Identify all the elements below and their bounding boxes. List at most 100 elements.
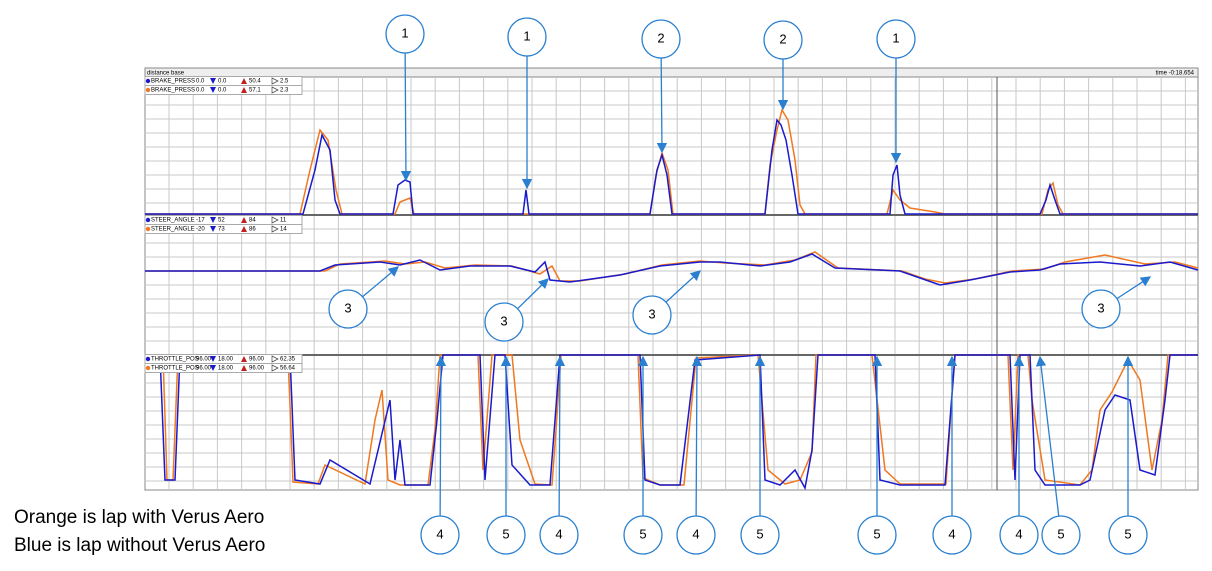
delta-icon xyxy=(271,86,279,94)
legend-value: -20 xyxy=(196,227,205,233)
legend-delta: 2.3 xyxy=(280,88,289,94)
callout-circle xyxy=(676,515,716,555)
callout-label: 5 xyxy=(1124,526,1131,541)
min-icon xyxy=(210,226,216,232)
legend-min: 73 xyxy=(218,227,225,233)
callout-label: 3 xyxy=(500,313,507,328)
callout-circle xyxy=(632,295,672,335)
callout-label: 2 xyxy=(657,30,664,45)
max-icon xyxy=(241,87,247,93)
legend-min: 0.0 xyxy=(218,79,227,85)
callout-arrow xyxy=(517,278,549,310)
callout-label: 5 xyxy=(873,526,880,541)
legend-name: STEER_ANGLE xyxy=(151,218,195,224)
delta-icon xyxy=(271,364,279,372)
throttle-trace-blue xyxy=(145,354,1198,491)
legend-value: 0.0 xyxy=(196,88,205,94)
legend-name: THROTTLE_POS xyxy=(151,357,199,363)
max-icon xyxy=(241,217,247,223)
callout-circle xyxy=(507,17,547,57)
callout-circle xyxy=(623,515,663,555)
callout-circle xyxy=(999,515,1039,555)
callout-arrow xyxy=(400,52,412,182)
callout-circle xyxy=(539,515,579,555)
callout-circle xyxy=(420,515,460,555)
callout-label: 3 xyxy=(344,300,351,315)
legend-min: 52 xyxy=(218,218,225,224)
callout-label: 4 xyxy=(436,526,443,541)
legend-min: 18.00 xyxy=(218,357,234,363)
callout-circle xyxy=(857,515,897,555)
throttle-trace-orange xyxy=(145,354,1198,486)
callout-circle xyxy=(740,515,780,555)
delta-icon xyxy=(271,355,279,363)
callout-arrow xyxy=(554,355,566,517)
callout-circle xyxy=(1108,515,1148,555)
callout-arrow xyxy=(1116,276,1152,300)
callout-circle xyxy=(1081,289,1121,329)
legend-name: THROTTLE_POS xyxy=(151,366,199,372)
callout-circle xyxy=(1041,515,1081,555)
legend-value: 96.00 xyxy=(196,357,212,363)
header-bar xyxy=(144,67,1199,78)
legend-dot xyxy=(145,87,151,93)
legend-name: STEER_ANGLE xyxy=(151,227,195,233)
legend-dot xyxy=(145,217,151,223)
legend-min: 18.00 xyxy=(218,366,234,372)
callout-label: 4 xyxy=(1015,526,1022,541)
min-icon xyxy=(210,217,216,223)
legend-name: BRAKE_PRESS xyxy=(151,79,195,85)
callout-circle xyxy=(328,289,368,329)
callout-circle xyxy=(641,19,681,59)
legend-max: 50.4 xyxy=(249,79,261,85)
legend-max: 57.1 xyxy=(249,88,261,94)
callout-arrow xyxy=(1035,355,1060,517)
header-time: time -0:18.654 xyxy=(1156,71,1195,77)
legend-dot xyxy=(145,365,151,371)
delta-icon xyxy=(271,225,279,233)
legend-value: 96.00 xyxy=(196,366,212,372)
callout-label: 4 xyxy=(692,526,699,541)
max-icon xyxy=(241,226,247,232)
legend-max: 86 xyxy=(249,227,256,233)
callout-label: 5 xyxy=(502,526,509,541)
min-icon xyxy=(210,78,216,84)
min-icon xyxy=(210,87,216,93)
callout-label: 1 xyxy=(401,25,408,40)
min-icon xyxy=(210,356,216,362)
delta-icon xyxy=(271,77,279,85)
max-icon xyxy=(241,356,247,362)
legend-delta: 14 xyxy=(280,227,287,233)
max-icon xyxy=(241,78,247,84)
legend-max: 84 xyxy=(249,218,256,224)
callout-label: 5 xyxy=(639,526,646,541)
legend-dot xyxy=(145,78,151,84)
legend-value: 0.0 xyxy=(196,79,205,85)
legend-delta: 62.35 xyxy=(280,357,296,363)
callout-label: 1 xyxy=(892,30,899,45)
callout-circle xyxy=(484,302,524,342)
legend-box xyxy=(144,85,303,95)
legend-delta: 11 xyxy=(280,218,287,224)
legend-dot xyxy=(145,226,151,232)
chart-frame xyxy=(144,67,1199,491)
legend-dot xyxy=(145,356,151,362)
callout-circle xyxy=(876,19,916,59)
legend-delta: 2.5 xyxy=(280,79,289,85)
legend-max: 96.00 xyxy=(249,357,265,363)
legend-value: -17 xyxy=(196,218,205,224)
callout-label: 1 xyxy=(523,28,530,43)
callout-label: 4 xyxy=(948,526,955,541)
callout-circle xyxy=(763,20,803,60)
legend-name: BRAKE_PRESS xyxy=(151,88,195,94)
callout-label: 3 xyxy=(648,306,655,321)
min-icon xyxy=(210,365,216,371)
legend-box xyxy=(144,224,303,234)
max-icon xyxy=(241,365,247,371)
callout-arrow xyxy=(435,355,447,517)
legend-min: 0.0 xyxy=(218,88,227,94)
legend-box xyxy=(144,363,303,373)
